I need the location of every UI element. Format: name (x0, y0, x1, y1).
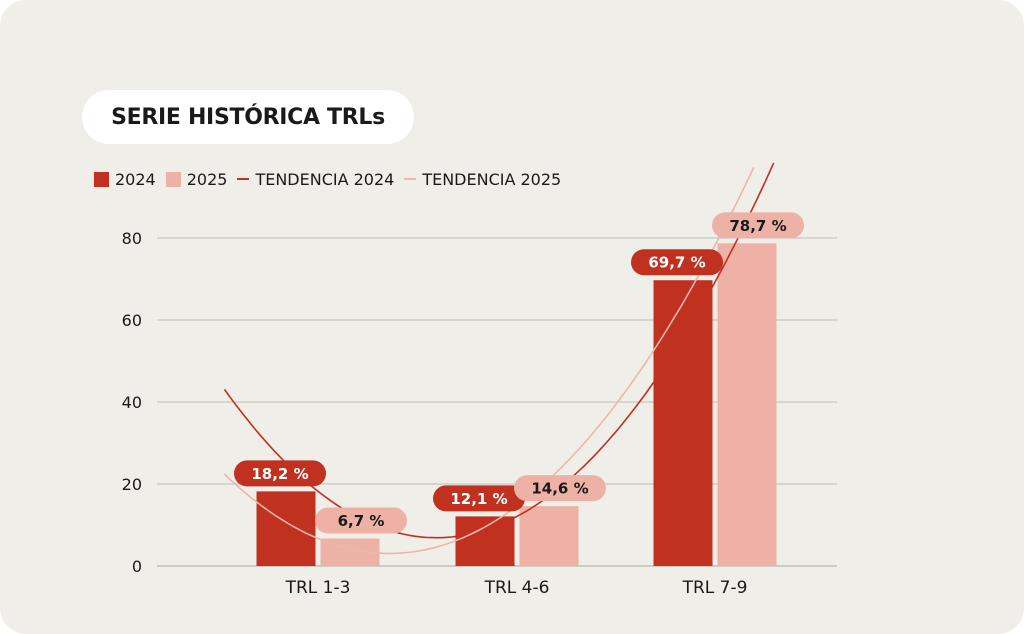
data-label-text: 12,1 % (450, 490, 507, 508)
legend-item-2024: 2024 (94, 170, 156, 189)
bar-2024-2 (653, 280, 713, 566)
y-tick-label: 40 (122, 393, 142, 412)
trendline-2025 (223, 166, 755, 555)
legend-item-tendencia-2025: TENDENCIA 2025 (404, 170, 561, 189)
data-label-2025-0: 6,7 % (315, 507, 407, 534)
legend-line-tendencia-2024 (237, 178, 250, 180)
legend-swatch-2024 (94, 171, 109, 187)
trendline-2024 (223, 162, 775, 539)
legend-item-2025: 2025 (165, 169, 228, 189)
bar-2024-0 (256, 491, 316, 566)
data-label-2024-1: 12,1 % (433, 485, 525, 512)
data-label-pill (234, 460, 326, 487)
x-category-label: TRL 1-3 (285, 578, 351, 598)
y-tick-label: 20 (122, 475, 142, 494)
y-tick-label: 80 (122, 229, 142, 248)
y-tick-label: 60 (122, 311, 142, 330)
x-category-label: TRL 7-9 (682, 578, 748, 598)
x-category-label: TRL 4-6 (484, 578, 550, 598)
data-label-text: 18,2 % (251, 465, 308, 483)
legend-label-2025: 2025 (186, 169, 228, 189)
data-label-pill (631, 249, 723, 276)
legend-line-tendencia-2025 (404, 178, 417, 180)
data-label-2024-0: 18,2 % (234, 460, 326, 487)
data-label-2025-2: 78,7 % (712, 212, 804, 239)
data-label-pill (712, 212, 804, 239)
chart-title: SERIE HISTÓRICA TRLs (82, 90, 414, 144)
bar-2024-1 (455, 516, 515, 566)
y-tick-label: 0 (132, 557, 142, 576)
data-label-text: 6,7 % (338, 512, 385, 530)
data-label-text: 14,6 % (531, 480, 588, 498)
data-label-text: 69,7 % (648, 254, 705, 272)
legend-label-tendencia-2024: TENDENCIA 2024 (255, 169, 395, 189)
legend: 2024 2025 TENDENCIA 2024 TENDENCIA 2025 (94, 168, 571, 190)
bar-2025-2 (717, 243, 777, 566)
data-label-pill (514, 475, 606, 502)
data-label-text: 78,7 % (729, 217, 786, 235)
data-label-2024-2: 69,7 % (631, 249, 723, 276)
bar-2025-1 (519, 506, 579, 566)
data-label-2025-1: 14,6 % (514, 475, 606, 502)
legend-item-tendencia-2024: TENDENCIA 2024 (237, 170, 394, 189)
legend-label-tendencia-2025: TENDENCIA 2025 (422, 169, 562, 189)
legend-swatch-2025 (165, 171, 181, 187)
data-label-pill (433, 485, 525, 512)
legend-label-2024: 2024 (115, 169, 156, 189)
data-label-pill (315, 507, 407, 534)
